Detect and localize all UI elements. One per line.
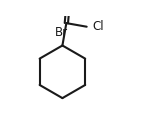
Text: Br: Br — [55, 26, 68, 39]
Text: Cl: Cl — [92, 20, 104, 33]
